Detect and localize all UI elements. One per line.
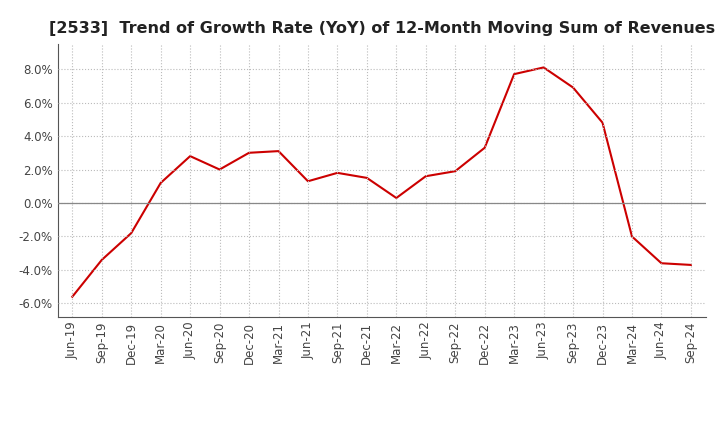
Title: [2533]  Trend of Growth Rate (YoY) of 12-Month Moving Sum of Revenues: [2533] Trend of Growth Rate (YoY) of 12-…	[48, 21, 715, 36]
